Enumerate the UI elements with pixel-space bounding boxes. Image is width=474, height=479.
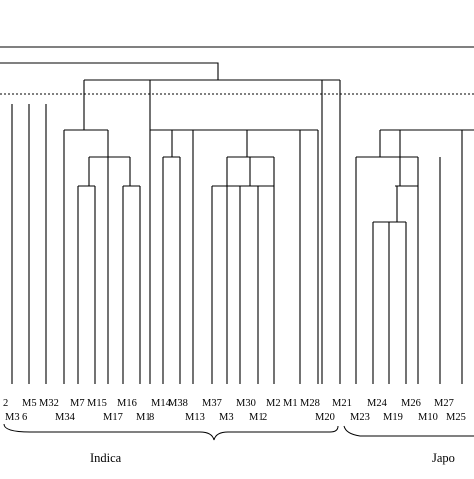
leaf-label: M3	[219, 412, 234, 423]
leaf-label: M14	[151, 398, 172, 409]
leaf-label: M1	[136, 412, 151, 423]
leaf-label: M24	[367, 398, 388, 409]
leaf-label: M34	[55, 412, 76, 423]
main-branch	[0, 62, 219, 80]
group-braces	[3, 423, 474, 441]
leaf-label: M3	[5, 412, 20, 423]
dendrogram-branches	[0, 46, 474, 384]
leaf-label: 6	[22, 412, 27, 423]
leaf-label: M37	[202, 398, 222, 409]
leaf-label: M26	[401, 398, 421, 409]
leaf-label: M2	[266, 398, 281, 409]
leaf-label: M20	[315, 412, 335, 423]
leaf-label: M27	[434, 398, 454, 409]
leaf-label: M28	[300, 398, 320, 409]
leaf-label: M25	[446, 412, 466, 423]
indica-brace	[3, 423, 339, 441]
leaf-label: M7	[70, 398, 85, 409]
leaf-label: M15	[87, 398, 107, 409]
leaf-label: M38	[168, 398, 188, 409]
leaf-label: M23	[350, 412, 370, 423]
group-label-indica: Indica	[90, 451, 122, 465]
leaf-label: M10	[418, 412, 438, 423]
leaf-label: M13	[185, 412, 205, 423]
leaf-label: 8	[149, 412, 154, 423]
leaf-label: M21	[332, 398, 352, 409]
leaf-label: M17	[103, 412, 123, 423]
leaf-label: M19	[383, 412, 403, 423]
leaf-label: M16	[117, 398, 137, 409]
leaf-label: M1	[249, 412, 264, 423]
leaf-label: M30	[236, 398, 256, 409]
top-row-labels: 2 M5 M32 M7 M15 M16 M14 M38 M37 M30 M2 M…	[3, 398, 454, 409]
leaf-label: M1	[283, 398, 298, 409]
japonica-brace	[343, 425, 474, 437]
leaf-label: M5	[22, 398, 37, 409]
leaf-label: M32	[39, 398, 59, 409]
leaf-label: 2	[262, 412, 267, 423]
bottom-row-labels: M3 6 M34 M17 M1 8 M13 M3 M1 2 M20 M23 M1…	[5, 412, 466, 423]
leaf-label: 2	[3, 398, 8, 409]
group-label-japonica: Japo	[432, 451, 455, 465]
